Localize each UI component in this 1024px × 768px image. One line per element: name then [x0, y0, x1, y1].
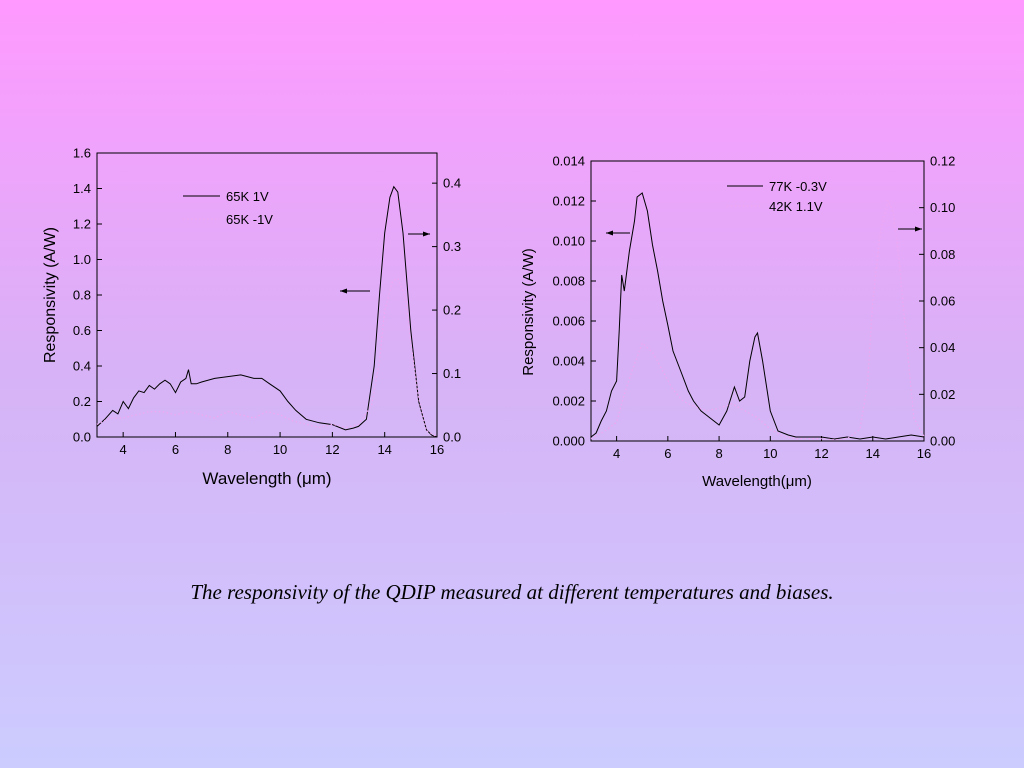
x-tick-label: 4: [120, 442, 127, 457]
y2-tick-label: 0.08: [930, 247, 955, 262]
arrow-right-axis: [898, 226, 922, 232]
y-tick-label: 0.2: [73, 394, 91, 409]
x-axis-label: Wavelength(μm): [702, 473, 812, 490]
x-tick-label: 14: [866, 446, 880, 461]
y2-tick-label: 0.00: [930, 434, 955, 449]
x-tick-label: 8: [715, 446, 722, 461]
charts-canvas: 4 6 8 10 12 14 16 0.00.20.40.60.81.01.21.41.6 …: [42, 146, 955, 491]
x-ticks: 4 6 8 10 12 14 16: [613, 436, 931, 461]
y2-ticks: 0.00 0.02 0.04 0.06 0.08 0.10 0.12: [919, 154, 955, 449]
y-tick-label: 0.006: [552, 314, 585, 329]
y2-tick-label: 0.06: [930, 294, 955, 309]
y-axis-label: Responsivity (A/W): [42, 227, 59, 363]
slide-caption: The responsivity of the QDIP measured at…: [190, 580, 834, 604]
y2-tick-label: 0.1: [443, 366, 461, 381]
x-axis-label: Wavelength (μm): [202, 469, 331, 488]
y-tick-label: 0.0: [73, 430, 91, 445]
x-tick-label: 6: [172, 442, 179, 457]
x-tick-label: 10: [273, 442, 287, 457]
y-tick-label: 0.002: [552, 394, 585, 409]
y2-tick-label: 0.2: [443, 303, 461, 318]
y-tick-label: 0.014: [552, 154, 585, 169]
series-line-0: [590, 192, 925, 440]
y-tick-label: 1.0: [73, 252, 91, 267]
chart-right: 4 6 8 10 12 14 16 0.0000.0020.0040.0060.0080.0…: [520, 154, 955, 491]
y-ticks: 0.0 0.2 0.4 0.6 0.8 1.0 1.2 1.4 1.6: [73, 146, 102, 445]
x-tick-label: 6: [664, 446, 671, 461]
y-tick-label: 0.008: [552, 274, 585, 289]
x-ticks: 4 6 8 10 12 14 16: [120, 432, 444, 457]
legend: 65K 1V 65K -1V: [183, 189, 273, 227]
legend-label-65k-1v: 65K 1V: [226, 189, 269, 204]
x-tick-label: 16: [430, 442, 444, 457]
y-tick-label: 1.2: [73, 217, 91, 232]
y2-tick-label: 0.3: [443, 239, 461, 254]
legend-label-65k-neg1v: 65K -1V: [226, 212, 273, 227]
arrow-left-axis: [340, 288, 370, 294]
y2-ticks: 0.0 0.1 0.2 0.3 0.4: [432, 176, 461, 445]
y-tick-label: 0.4: [73, 359, 91, 374]
y-tick-label: 0.010: [552, 234, 585, 249]
x-tick-label: 10: [763, 446, 777, 461]
y-tick-label: 1.4: [73, 181, 91, 196]
y2-tick-label: 0.10: [930, 200, 955, 215]
y2-tick-label: 0.04: [930, 340, 955, 355]
chart-left: 4 6 8 10 12 14 16 0.00.20.40.60.81.01.21.41.6 …: [42, 146, 461, 489]
x-tick-label: 12: [814, 446, 828, 461]
arrow-right-axis: [408, 231, 430, 237]
series-lines: [96, 185, 438, 438]
plot-frame: [590, 160, 925, 442]
y-axis-label: Responsivity (A/W): [520, 248, 537, 376]
y2-tick-label: 0.12: [930, 154, 955, 169]
y-tick-label: 0.000: [552, 434, 585, 449]
series-line-1: [590, 198, 925, 441]
y2-tick-label: 0.4: [443, 176, 461, 191]
series-line-0: [96, 185, 438, 438]
series-lines: [590, 192, 925, 441]
y-tick-label: 1.6: [73, 146, 91, 161]
y2-tick-label: 0.02: [930, 387, 955, 402]
y2-tick-label: 0.0: [443, 430, 461, 445]
y-tick-label: 0.8: [73, 288, 91, 303]
y-tick-label: 0.6: [73, 323, 91, 338]
y-tick-label: 0.012: [552, 194, 585, 209]
arrow-left-axis: [606, 230, 630, 236]
x-tick-label: 8: [224, 442, 231, 457]
legend: 77K -0.3V 42K 1.1V: [727, 179, 827, 214]
x-tick-label: 16: [917, 446, 931, 461]
x-tick-label: 4: [613, 446, 620, 461]
y-ticks: 0.000 0.002 0.004 0.006 0.008 0.010 0.012 0.014: [552, 154, 596, 449]
y-tick-label: 0.004: [552, 354, 585, 369]
x-tick-label: 12: [325, 442, 339, 457]
x-tick-label: 14: [377, 442, 391, 457]
series-line-1: [96, 277, 438, 438]
legend-label-42k: 42K 1.1V: [769, 199, 823, 214]
legend-label-77k: 77K -0.3V: [769, 179, 827, 194]
